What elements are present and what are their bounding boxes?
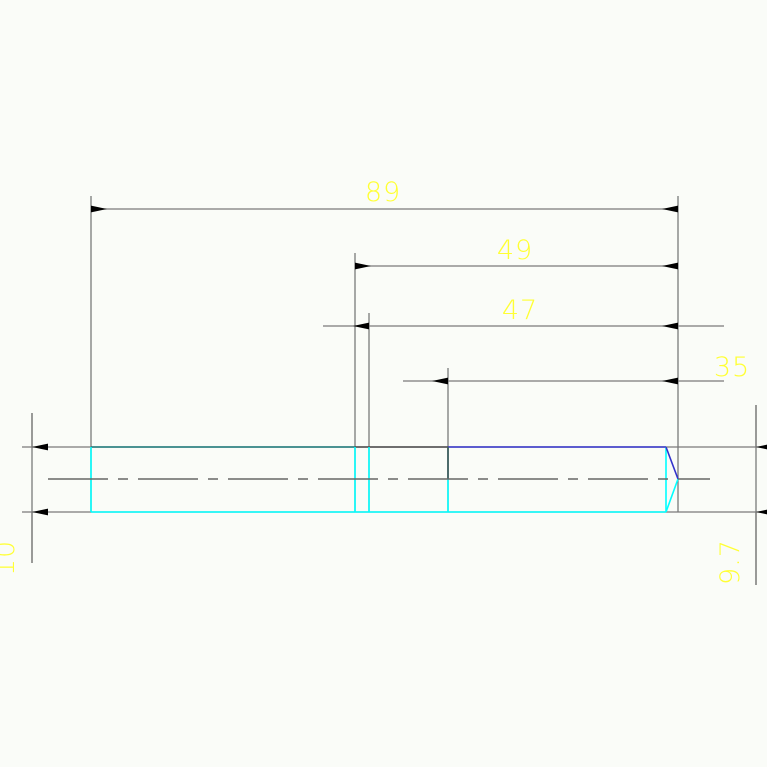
dimension-label-35: 35 bbox=[714, 352, 750, 383]
dimension-label-9-7: 9.7 bbox=[715, 539, 746, 585]
dimension-length-49[interactable]: 49 bbox=[355, 235, 678, 270]
extension-lines-group bbox=[31, 196, 757, 585]
part-chamfer-upper-diagonal bbox=[665, 446, 679, 480]
dimension-label-10: 10 bbox=[0, 540, 21, 576]
dimension-overall-length[interactable]: 89 bbox=[91, 177, 678, 213]
dimension-diameter-10[interactable]: 10 bbox=[0, 413, 48, 576]
dimension-length-47[interactable]: 47 bbox=[323, 295, 724, 330]
dimension-label-49: 49 bbox=[497, 235, 533, 266]
dimension-diameter-9-7[interactable]: 9.7 bbox=[715, 405, 767, 585]
dimension-label-47: 47 bbox=[502, 295, 538, 326]
part-chamfer-lower-diagonal bbox=[665, 478, 679, 513]
dimension-label-89: 89 bbox=[365, 177, 401, 208]
dimension-length-35[interactable]: 35 bbox=[403, 352, 750, 385]
